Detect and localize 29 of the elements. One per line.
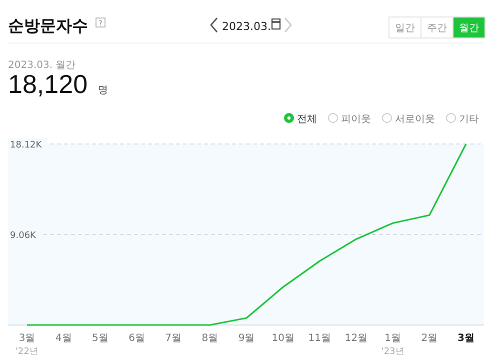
text: 일간 bbox=[395, 23, 415, 34]
text: 18,120 bbox=[8, 69, 88, 99]
text: 주간 bbox=[427, 23, 447, 34]
x-tick-label: 3월 bbox=[458, 333, 474, 344]
text: '23년 bbox=[381, 347, 404, 355]
x-tick-label: 5월 bbox=[92, 333, 108, 344]
text: 기타 bbox=[459, 114, 479, 125]
text: 명 bbox=[98, 85, 108, 96]
text: 2023.03. bbox=[222, 20, 271, 33]
x-tick-label: 10월 bbox=[272, 333, 294, 344]
x-tick-label: 12월 bbox=[344, 333, 368, 344]
chart-title: 순방문자수 bbox=[8, 16, 88, 35]
x-tick-label: 4월 bbox=[55, 333, 72, 344]
x-tick-label: 1월 bbox=[384, 333, 402, 344]
x-tick-label: 7월 bbox=[165, 333, 182, 344]
y-tick-label: 18.12K bbox=[10, 140, 43, 150]
x-tick-label: 3월 bbox=[18, 333, 36, 344]
y-tick-label: 9.06K bbox=[10, 231, 38, 241]
x-tick-label: 9월 bbox=[238, 333, 255, 344]
chart-subtitle: 2023.03. 월간 bbox=[8, 60, 76, 71]
x-tick-label: 11월 bbox=[308, 333, 332, 344]
x-tick-label: 8월 bbox=[202, 333, 218, 344]
x-tick-label: 6월 bbox=[128, 333, 145, 344]
text: 서로이웃 bbox=[395, 114, 435, 125]
legend-label: 전체 bbox=[297, 114, 317, 125]
text: '22년 bbox=[16, 347, 38, 355]
text: 월간 bbox=[459, 23, 479, 34]
x-tick-label: 2월 bbox=[421, 333, 438, 344]
text: 피이웃 bbox=[341, 114, 371, 125]
